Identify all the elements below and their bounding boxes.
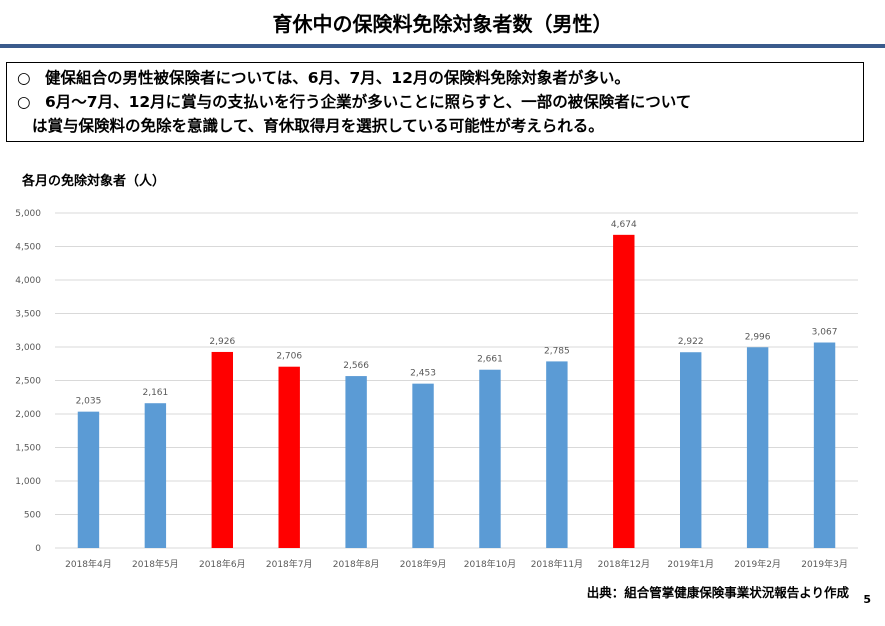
page-number: 5: [863, 593, 871, 606]
source-note: 出典：組合管掌健康保険事業状況報告より作成: [586, 585, 849, 600]
summary-text-2: 6月～7月、12月に賞与の支払いを行う企業が多いことに照らすと、一部の被保険者に…: [45, 93, 692, 111]
y-tick-label: 4,500: [15, 243, 41, 253]
bar: [479, 369, 501, 548]
x-tick-label: 2018年5月: [132, 558, 179, 570]
bar: [278, 366, 300, 548]
x-tick-label: 2018年12月: [598, 558, 650, 570]
data-label: 2,661: [477, 355, 503, 365]
summary-line-3: は賞与保険料の免除を意識して、育休取得月を選択している可能性が考えられる。: [17, 114, 853, 138]
data-label: 2,706: [276, 352, 302, 362]
y-tick-label: 3,000: [15, 343, 41, 353]
data-label: 2,785: [544, 346, 570, 356]
bar: [813, 342, 836, 548]
bar: [613, 234, 635, 549]
x-tick-label: 2018年4月: [65, 558, 112, 570]
data-label: 3,067: [812, 328, 838, 338]
title-divider: [0, 44, 885, 48]
bar: [746, 347, 769, 548]
bar: [77, 411, 100, 548]
x-tick-label: 2019年1月: [667, 558, 714, 570]
x-tick-label: 2018年11月: [531, 558, 583, 570]
x-tick-label: 2018年6月: [199, 558, 246, 570]
y-tick-label: 4,000: [15, 276, 41, 286]
summary-text-3: は賞与保険料の免除を意識して、育休取得月を選択している可能性が考えられる。: [32, 117, 604, 135]
circle-bullet-icon: ○: [17, 93, 31, 111]
data-label: 2,996: [745, 332, 771, 342]
bar: [345, 376, 367, 548]
bar-chart: 0 500 1,000 1,500 2,000 2,500 3,000 3,500 4,000 4…: [15, 209, 858, 570]
y-tick-label: 0: [35, 544, 41, 554]
bar: [211, 351, 233, 548]
bar: [144, 403, 167, 548]
data-label: 4,674: [611, 220, 637, 230]
page-title: 育休中の保険料免除対象者数（男性）: [272, 12, 613, 36]
y-tick-label: 500: [24, 511, 41, 521]
y-tick-label: 1,000: [15, 477, 41, 487]
data-label: 2,453: [410, 369, 436, 379]
y-tick-label: 2,500: [15, 377, 41, 387]
summary-box: ○ 健保組合の男性被保険者については、6月、7月、12月の保険料免除対象者が多い。…: [6, 62, 864, 142]
data-label: 2,922: [678, 337, 704, 347]
y-tick-label: 3,500: [15, 310, 41, 320]
y-tick-label: 5,000: [15, 209, 41, 219]
x-tick-label: 2018年8月: [333, 558, 380, 570]
x-tick-label: 2019年2月: [734, 558, 781, 570]
y-tick-label: 1,500: [15, 444, 41, 454]
bar: [412, 383, 434, 548]
summary-line-2: ○ 6月～7月、12月に賞与の支払いを行う企業が多いことに照らすと、一部の被保険者…: [17, 90, 853, 114]
x-tick-label: 2019年3月: [801, 558, 848, 570]
data-label: 2,926: [209, 337, 235, 347]
bar: [546, 361, 568, 548]
x-tick-label: 2018年7月: [266, 558, 313, 570]
data-label: 2,161: [142, 388, 168, 398]
bar: [680, 352, 702, 548]
chart-label: 各月の免除対象者（人）: [22, 174, 166, 189]
summary-text-1: 健保組合の男性被保険者については、6月、7月、12月の保険料免除対象者が多い。: [45, 69, 630, 87]
x-tick-label: 2018年9月: [400, 558, 447, 570]
data-label: 2,035: [76, 397, 102, 407]
summary-line-1: ○ 健保組合の男性被保険者については、6月、7月、12月の保険料免除対象者が多い。: [17, 66, 853, 90]
circle-bullet-icon: ○: [17, 69, 31, 87]
y-tick-label: 2,000: [15, 410, 41, 420]
x-tick-label: 2018年10月: [464, 558, 516, 570]
data-label: 2,566: [343, 361, 369, 371]
